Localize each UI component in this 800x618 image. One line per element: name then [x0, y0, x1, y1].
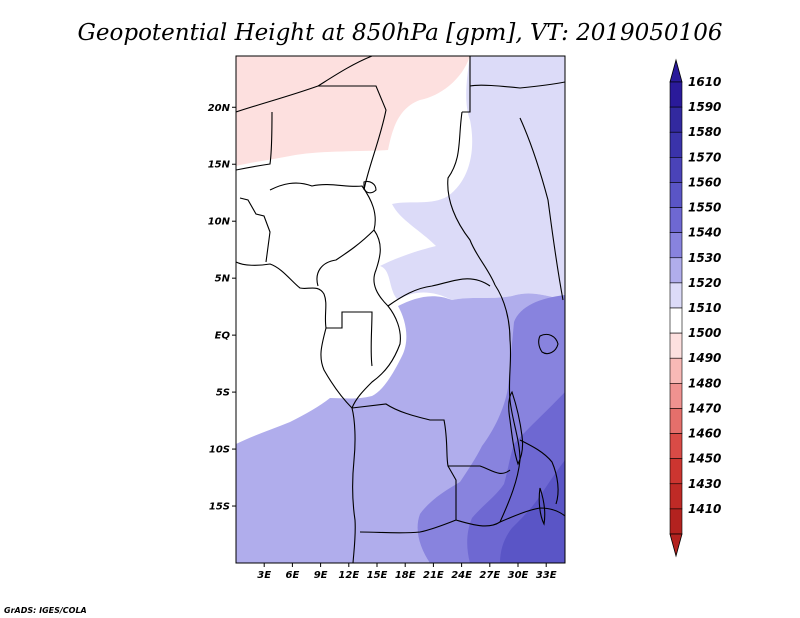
border-sudan-east — [519, 117, 564, 301]
colorbar-label: 1580 — [688, 125, 721, 139]
colorbar-label: 1550 — [688, 201, 721, 215]
lake-malawi — [538, 487, 546, 526]
colorbar-swatch — [669, 357, 683, 384]
colorbar-swatch — [669, 383, 683, 409]
lake-tanganyika — [508, 390, 524, 466]
map-panel — [235, 55, 566, 564]
x-tick-label: 15E — [367, 570, 388, 581]
colorbar-label: 1510 — [688, 301, 721, 315]
colorbar-label: 1490 — [688, 351, 721, 365]
colorbar-label: 1610 — [688, 75, 721, 89]
y-tick-label: 20N — [208, 103, 231, 114]
colorbar-label: 1540 — [688, 226, 721, 240]
map-frame — [235, 55, 566, 564]
border-egypt-sudan — [462, 56, 471, 113]
colorbar-swatch — [669, 458, 683, 485]
border-east-lakes — [494, 284, 521, 523]
border-chad-sudan — [447, 111, 496, 286]
coastline-west-africa — [236, 261, 356, 563]
colorbar-label: 1460 — [688, 427, 721, 441]
colorbar-swatch — [669, 332, 683, 359]
colorbar-swatch — [669, 207, 683, 233]
colorbar-swatch — [669, 408, 683, 434]
colorbar-label: 1530 — [688, 251, 721, 265]
colorbar-swatch — [669, 257, 683, 284]
y-tick-label: EQ — [215, 331, 231, 342]
colorbar-swatch — [669, 433, 683, 459]
border-libya-chad — [236, 56, 373, 113]
y-tick-label: 5S — [216, 388, 230, 399]
colorbar-label: 1470 — [688, 401, 721, 415]
colorbar-top-arrow — [669, 58, 683, 83]
colorbar-label: 1520 — [688, 276, 721, 290]
y-tick-label: 10N — [208, 217, 231, 228]
field-region-east-africa-low-1520 — [380, 56, 565, 300]
x-tick-label: 9E — [314, 570, 328, 581]
colorbar-label: 1450 — [688, 452, 721, 466]
x-tick-label: 12E — [338, 570, 359, 581]
y-axis: 20N 15N 10N 5N EQ 5S 10S 15S — [208, 103, 236, 513]
x-tick-label: 33E — [536, 570, 557, 581]
field-region-sahel-high — [236, 56, 470, 166]
lake-victoria — [538, 333, 559, 355]
y-tick-label: 15N — [208, 160, 231, 171]
colorbar-label: 1480 — [688, 376, 721, 390]
x-axis: 3E 6E 9E 12E 15E 18E 21E 24E 27E 30E 33E — [257, 563, 557, 581]
border-zambia-south — [455, 507, 565, 527]
colorbar-swatch — [669, 157, 683, 183]
border-west-sahel — [236, 111, 273, 171]
border-angola-zambia — [359, 465, 457, 534]
colorbar-swatch — [669, 232, 683, 259]
border-car-congo — [351, 305, 401, 409]
y-tick-label: 15S — [209, 502, 230, 513]
x-tick-label: 30E — [508, 570, 529, 581]
x-tick-label: 24E — [451, 570, 472, 581]
colorbar-swatch — [669, 131, 683, 158]
colorbar-label: 1570 — [688, 150, 721, 164]
credit-label: GrADS: IGES/COLA — [4, 606, 87, 615]
border-niger-chad — [318, 85, 387, 191]
colorbar: 1610 1590 1580 1570 1560 1550 1540 1530 1520 1510… — [669, 58, 721, 558]
colorbar-swatch — [669, 508, 683, 535]
colorbar-bottom-arrow — [669, 533, 683, 558]
lake-chad — [363, 180, 377, 194]
colorbar-label: 1410 — [688, 502, 721, 516]
colorbar-swatch — [669, 282, 683, 309]
colorbar-swatch — [669, 106, 683, 133]
border-drc-angola — [351, 403, 511, 474]
border-gabon — [326, 311, 373, 367]
coastline-east-africa — [469, 81, 565, 89]
colorbar-swatch — [669, 81, 683, 108]
height-field — [236, 56, 565, 563]
colorbar-label: 1430 — [688, 477, 721, 491]
colorbar-swatch — [669, 307, 683, 334]
chart-title: Geopotential Height at 850hPa [gpm], VT:… — [78, 20, 723, 46]
colorbar-label: 1560 — [688, 175, 721, 189]
colorbar-swatch — [669, 483, 683, 510]
y-tick-label: 10S — [209, 445, 230, 456]
colorbar-label: 1500 — [688, 326, 721, 340]
x-tick-label: 18E — [395, 570, 416, 581]
border-west-coast-states — [239, 197, 271, 263]
field-region-southern-africa-low-1560 — [500, 460, 565, 563]
y-tick-label: 5N — [215, 274, 231, 285]
border-nigeria — [269, 182, 376, 287]
x-tick-label: 21E — [423, 570, 444, 581]
border-southeast — [519, 439, 559, 505]
x-tick-label: 6E — [286, 570, 300, 581]
x-tick-label: 27E — [479, 570, 500, 581]
colorbar-swatch — [669, 182, 683, 208]
colorbar-label: 1590 — [688, 100, 721, 114]
borders — [236, 56, 565, 563]
x-tick-label: 3E — [257, 570, 271, 581]
